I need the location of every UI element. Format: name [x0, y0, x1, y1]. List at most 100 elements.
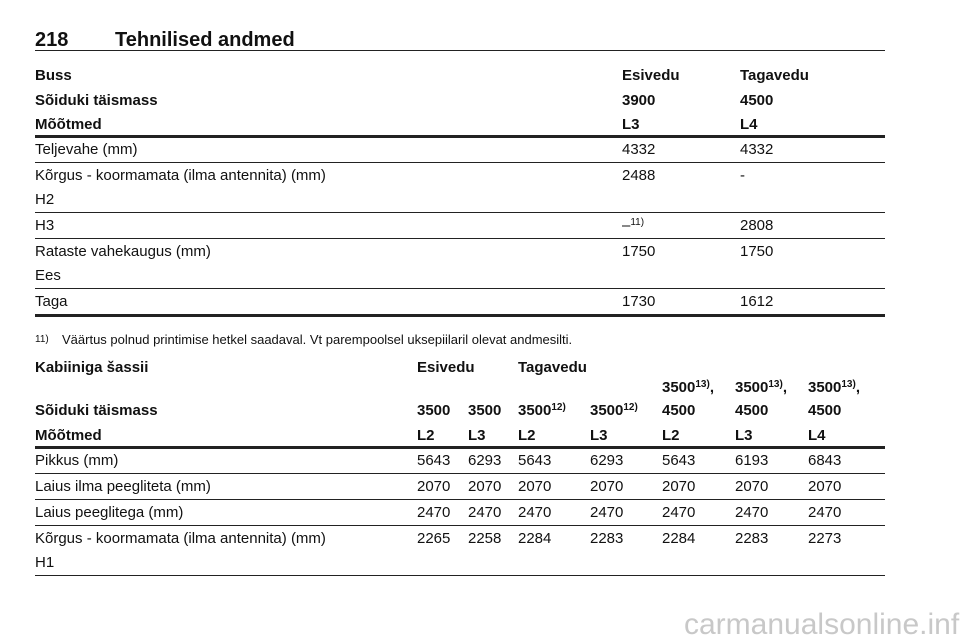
cell: 2273 [808, 530, 842, 547]
rule [35, 446, 885, 449]
cell: 2488 [622, 167, 656, 184]
cell: 3900 [622, 92, 656, 109]
cell: Kõrgus - koormamata (ilma antennita) (mm… [35, 530, 326, 547]
cell: 2070 [662, 478, 696, 495]
cell: Esivedu [622, 67, 680, 84]
cell: 2070 [590, 478, 624, 495]
cell: 5643 [417, 452, 451, 469]
cell: 2808 [740, 217, 774, 234]
cell: 350013), [662, 379, 714, 397]
cell: - [740, 167, 745, 184]
cell: 2070 [735, 478, 769, 495]
rule [35, 212, 885, 213]
cell: 350012) [518, 402, 566, 420]
cell: Laius peeglitega (mm) [35, 504, 184, 521]
cell: H2 [35, 191, 55, 208]
cell: 6293 [468, 452, 502, 469]
rule [35, 525, 885, 526]
note-ref: 12) [551, 402, 566, 413]
cell-suffix: , [782, 379, 787, 396]
cell: 2070 [518, 478, 552, 495]
cell-value: – [622, 217, 631, 234]
cell: 2470 [518, 504, 552, 521]
cell: 350013), [808, 379, 860, 397]
rule [35, 238, 885, 239]
cell: 4500 [808, 402, 842, 419]
cell-value: 3500 [518, 402, 552, 419]
cell-value: 3500 [808, 379, 842, 396]
note-ref: 13) [768, 379, 783, 390]
cell: Mõõtmed [35, 427, 102, 444]
cell: Tagavedu [518, 359, 587, 376]
cell: Pikkus (mm) [35, 452, 119, 469]
cell: L2 [662, 427, 680, 444]
cell: 2470 [468, 504, 502, 521]
cell: 2470 [808, 504, 842, 521]
cell: 2283 [590, 530, 624, 547]
cell: 2470 [735, 504, 769, 521]
cell: L4 [808, 427, 826, 444]
cell: Sõiduki täismass [35, 92, 158, 109]
page-number: 218 [35, 29, 69, 51]
cell-suffix: , [855, 379, 860, 396]
cell: 3500 [468, 402, 502, 419]
cell-value: 3500 [590, 402, 624, 419]
cell-value: 3500 [662, 379, 696, 396]
watermark: carmanualsonline.info [684, 608, 960, 641]
cell: 2284 [518, 530, 552, 547]
cell: 2070 [808, 478, 842, 495]
cell: 4500 [740, 92, 774, 109]
cell: H3 [35, 217, 55, 234]
rule [35, 473, 885, 474]
note-ref: 13) [695, 379, 710, 390]
cell: 5643 [662, 452, 696, 469]
cell: 5643 [518, 452, 552, 469]
cell: 2470 [417, 504, 451, 521]
cell: 4332 [740, 141, 774, 158]
cell: 2284 [662, 530, 696, 547]
cell: 350013), [735, 379, 787, 397]
note-ref: 13) [841, 379, 856, 390]
cell: L3 [468, 427, 486, 444]
cell: Tagavedu [740, 67, 809, 84]
cell: 1750 [622, 243, 656, 260]
cell: 3500 [417, 402, 451, 419]
cell-value: 3500 [735, 379, 769, 396]
cell: 4500 [735, 402, 769, 419]
cell: 2470 [662, 504, 696, 521]
cell: Buss [35, 67, 72, 84]
note-ref: 12) [623, 402, 638, 413]
cell: 6293 [590, 452, 624, 469]
cell: Esivedu [417, 359, 475, 376]
cell: H1 [35, 554, 55, 571]
cell: Taga [35, 293, 68, 310]
cell: Rataste vahekaugus (mm) [35, 243, 211, 260]
footnote-text: Väärtus polnud printimise hetkel saadava… [62, 332, 573, 347]
cell: Mõõtmed [35, 116, 102, 133]
cell: Sõiduki täismass [35, 402, 158, 419]
cell: L3 [622, 116, 640, 133]
cell: 4500 [662, 402, 696, 419]
cell: –11) [622, 217, 644, 235]
cell: L3 [735, 427, 753, 444]
page-title: Tehnilised andmed [115, 29, 295, 51]
cell: 1612 [740, 293, 774, 310]
cell: 2070 [468, 478, 502, 495]
cell: 4332 [622, 141, 656, 158]
header-rule [35, 50, 885, 51]
cell: 1750 [740, 243, 774, 260]
rule [35, 135, 885, 138]
cell: 2470 [590, 504, 624, 521]
cell: 2265 [417, 530, 451, 547]
footnote-marker: 11) [35, 334, 49, 345]
rule [35, 499, 885, 500]
cell: L2 [417, 427, 435, 444]
cell: 2283 [735, 530, 769, 547]
cell: 6193 [735, 452, 769, 469]
cell-suffix: , [709, 379, 714, 396]
cell: L4 [740, 116, 758, 133]
cell: Kõrgus - koormamata (ilma antennita) (mm… [35, 167, 326, 184]
rule [35, 162, 885, 163]
cell: 2070 [417, 478, 451, 495]
